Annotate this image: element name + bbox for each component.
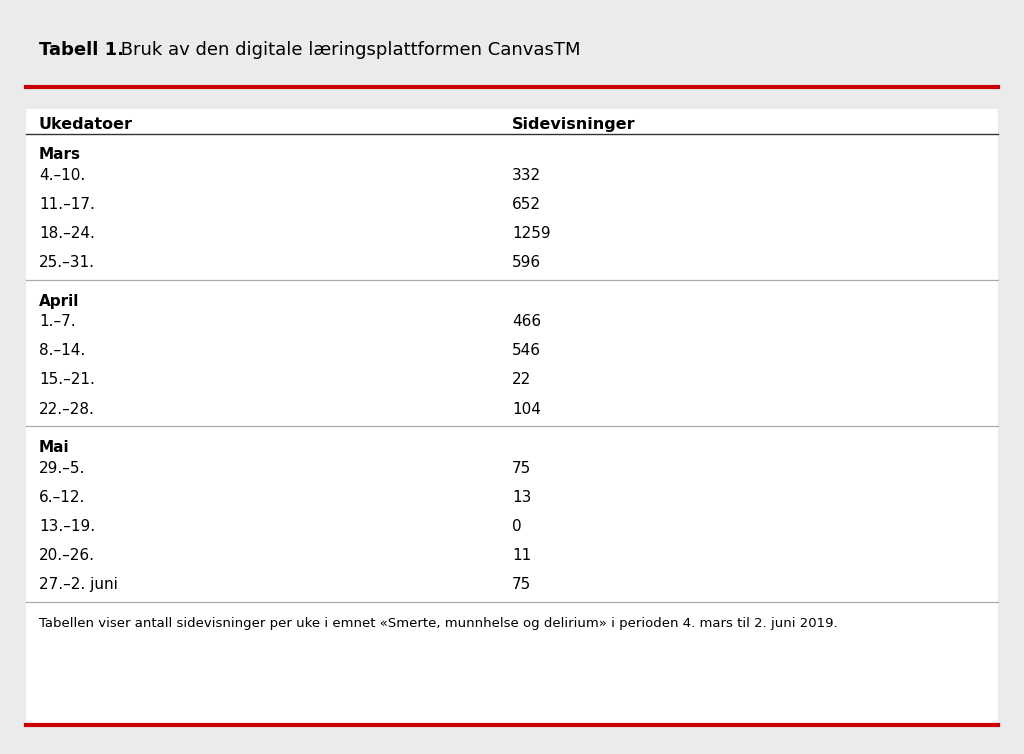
Text: 104: 104 bbox=[512, 402, 541, 416]
Text: 13.–19.: 13.–19. bbox=[39, 519, 95, 534]
Text: 75: 75 bbox=[512, 461, 531, 476]
Text: Ukedatoer: Ukedatoer bbox=[39, 117, 133, 132]
Text: April: April bbox=[39, 294, 79, 309]
Text: Mars: Mars bbox=[39, 147, 81, 162]
Text: 596: 596 bbox=[512, 255, 541, 270]
Text: 652: 652 bbox=[512, 197, 541, 212]
Text: 11: 11 bbox=[512, 548, 531, 563]
Text: 75: 75 bbox=[512, 578, 531, 592]
Text: 1.–7.: 1.–7. bbox=[39, 314, 76, 329]
Text: 27.–2. juni: 27.–2. juni bbox=[39, 578, 118, 592]
Text: 18.–24.: 18.–24. bbox=[39, 226, 95, 241]
Text: 466: 466 bbox=[512, 314, 541, 329]
Text: 29.–5.: 29.–5. bbox=[39, 461, 85, 476]
Text: 332: 332 bbox=[512, 168, 541, 182]
Text: Tabell 1.: Tabell 1. bbox=[39, 41, 124, 60]
Text: 4.–10.: 4.–10. bbox=[39, 168, 85, 182]
Text: 22.–28.: 22.–28. bbox=[39, 402, 95, 416]
Text: 6.–12.: 6.–12. bbox=[39, 490, 85, 505]
Text: 8.–14.: 8.–14. bbox=[39, 344, 85, 358]
Text: Mai: Mai bbox=[39, 440, 70, 455]
Text: 20.–26.: 20.–26. bbox=[39, 548, 95, 563]
Text: 25.–31.: 25.–31. bbox=[39, 255, 95, 270]
Text: Bruk av den digitale læringsplattformen CanvasTM: Bruk av den digitale læringsplattformen … bbox=[115, 41, 581, 60]
Text: 13: 13 bbox=[512, 490, 531, 505]
Text: 22: 22 bbox=[512, 372, 531, 388]
Text: 0: 0 bbox=[512, 519, 521, 534]
Text: 11.–17.: 11.–17. bbox=[39, 197, 95, 212]
Text: 546: 546 bbox=[512, 344, 541, 358]
Text: 1259: 1259 bbox=[512, 226, 551, 241]
Bar bbox=[26, 109, 998, 724]
Text: Tabellen viser antall sidevisninger per uke i emnet «Smerte, munnhelse og deliri: Tabellen viser antall sidevisninger per … bbox=[39, 617, 838, 630]
Text: Sidevisninger: Sidevisninger bbox=[512, 117, 636, 132]
Text: 15.–21.: 15.–21. bbox=[39, 372, 95, 388]
